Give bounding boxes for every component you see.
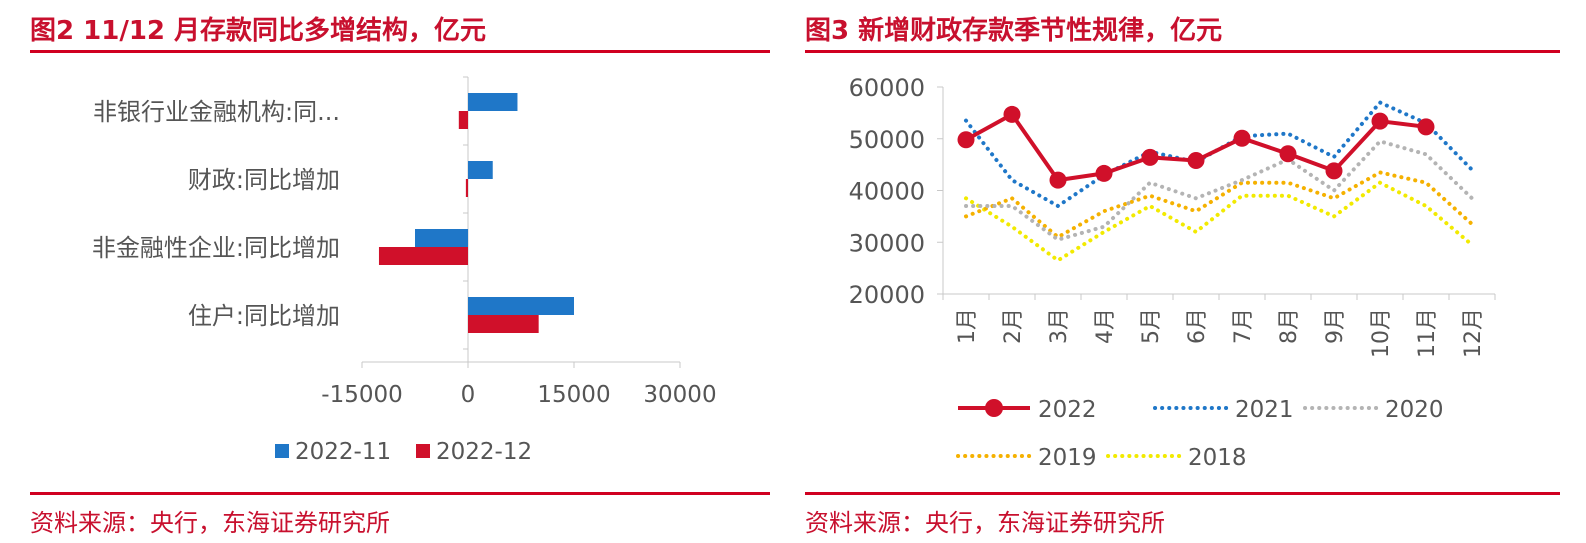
x-tick-label: 4月 (1093, 308, 1118, 344)
series-line-2021 (964, 100, 1474, 209)
data-point-2022 (1049, 171, 1067, 189)
data-point-2022 (1417, 118, 1435, 136)
figure-3-panel: 图3 新增财政存款季节性规律，亿元 60000 50000 40000 30000 20… (793, 0, 1586, 543)
legend-swatch-2022-12 (416, 444, 430, 458)
figure-2-panel: 图2 11/12 月存款同比多增结构，亿元 -15000 0 15000 30000 非… (0, 0, 790, 543)
value-tick-label: -15000 (321, 382, 402, 408)
x-tick-label: 7月 (1231, 308, 1256, 344)
bar-2022-11 (468, 297, 574, 315)
y-tick-label: 60000 (849, 74, 925, 102)
value-tick-label: 30000 (643, 382, 716, 408)
data-point-2022 (1233, 129, 1251, 147)
figure-2-title-rule (30, 50, 770, 53)
data-point-2022 (957, 131, 975, 149)
x-tick-label: 2月 (1001, 308, 1026, 344)
figure-3-line-chart: 60000 50000 40000 30000 20000 1月 2月 3月 4月 5月 6月 7月 8… (849, 74, 1496, 471)
bar-2022-11 (415, 229, 468, 247)
figure-3-title: 图3 新增财政存款季节性规律，亿元 (805, 16, 1223, 46)
x-tick-label: 3月 (1047, 308, 1072, 344)
data-point-2022 (1371, 112, 1389, 130)
y-tick-label: 40000 (849, 178, 925, 206)
bar-2022-12 (378, 247, 468, 265)
figure-3-title-rule (805, 50, 1560, 53)
series-line-2019 (964, 170, 1474, 240)
category-label: 非银行业金融机构:同... (93, 98, 340, 126)
category-label: 住户:同比增加 (188, 302, 340, 330)
legend-label: 2018 (1188, 445, 1247, 471)
figure-2-bar-chart: -15000 0 15000 30000 非银行业金融机构:同... 财政:同比增加非金融… (92, 76, 717, 465)
data-point-2022 (1095, 164, 1113, 182)
figure-3-footer-rule (805, 492, 1560, 495)
x-tick-label: 5月 (1139, 308, 1164, 344)
y-tick-label: 20000 (849, 281, 925, 309)
category-label: 财政:同比增加 (188, 166, 340, 194)
legend-label: 2020 (1385, 397, 1444, 423)
data-point-2022 (1187, 151, 1205, 169)
figure-2-title: 图2 11/12 月存款同比多增结构，亿元 (30, 16, 487, 46)
data-point-2022 (1003, 105, 1021, 123)
bar-2022-12 (458, 111, 468, 129)
series-line-2022 (965, 112, 1427, 183)
data-point-2022 (1279, 145, 1297, 163)
category-label: 非金融性企业:同比增加 (92, 234, 340, 262)
series-line-2020 (964, 139, 1474, 242)
legend-label: 2022-11 (295, 439, 391, 465)
data-point-2022 (1141, 148, 1159, 166)
x-tick-label: 12月 (1461, 308, 1486, 358)
x-tick-label: 10月 (1369, 308, 1394, 358)
legend-marker-2022 (985, 399, 1003, 417)
figure-2-footer-rule (30, 492, 770, 495)
x-tick-label: 6月 (1185, 308, 1210, 344)
x-tick-label: 1月 (955, 308, 980, 344)
figure-3-source: 资料来源：央行，东海证券研究所 (805, 509, 1165, 537)
value-tick-label: 0 (461, 382, 476, 408)
y-tick-label: 50000 (849, 126, 925, 154)
bar-2022-11 (468, 161, 493, 179)
x-tick-label: 8月 (1277, 308, 1302, 344)
x-tick-label: 11月 (1415, 308, 1440, 358)
bar-2022-12 (468, 315, 539, 333)
legend-label: 2021 (1235, 397, 1294, 423)
figure-2-source: 资料来源：央行，东海证券研究所 (30, 509, 390, 537)
series-line-2018 (964, 180, 1474, 263)
bar-2022-11 (468, 93, 518, 111)
legend-swatch-2022-11 (275, 444, 289, 458)
legend-label: 2022 (1038, 397, 1097, 423)
legend-label: 2019 (1038, 445, 1097, 471)
y-tick-label: 30000 (849, 229, 925, 257)
data-point-2022 (1325, 162, 1343, 180)
legend-label: 2022-12 (436, 439, 532, 465)
value-tick-label: 15000 (537, 382, 610, 408)
bar-2022-12 (465, 179, 468, 197)
x-tick-label: 9月 (1323, 308, 1348, 344)
